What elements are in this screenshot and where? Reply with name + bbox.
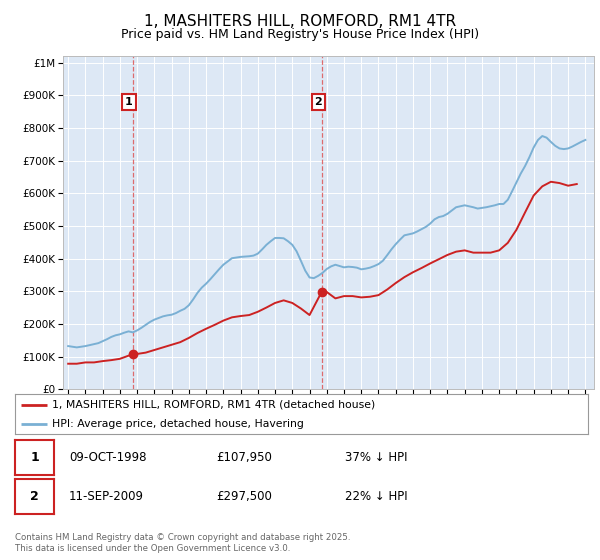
Text: 37% ↓ HPI: 37% ↓ HPI xyxy=(345,451,407,464)
Text: 1: 1 xyxy=(125,97,133,107)
Text: 11-SEP-2009: 11-SEP-2009 xyxy=(69,490,144,503)
Text: Price paid vs. HM Land Registry's House Price Index (HPI): Price paid vs. HM Land Registry's House … xyxy=(121,28,479,41)
Text: £107,950: £107,950 xyxy=(216,451,272,464)
Text: 1, MASHITERS HILL, ROMFORD, RM1 4TR: 1, MASHITERS HILL, ROMFORD, RM1 4TR xyxy=(144,14,456,29)
Text: HPI: Average price, detached house, Havering: HPI: Average price, detached house, Have… xyxy=(52,418,304,428)
Text: 2: 2 xyxy=(314,97,322,107)
Text: 2: 2 xyxy=(30,490,39,503)
Text: 1, MASHITERS HILL, ROMFORD, RM1 4TR (detached house): 1, MASHITERS HILL, ROMFORD, RM1 4TR (det… xyxy=(52,400,376,410)
Text: £297,500: £297,500 xyxy=(216,490,272,503)
Text: 22% ↓ HPI: 22% ↓ HPI xyxy=(345,490,407,503)
Text: Contains HM Land Registry data © Crown copyright and database right 2025.
This d: Contains HM Land Registry data © Crown c… xyxy=(15,533,350,553)
Text: 09-OCT-1998: 09-OCT-1998 xyxy=(69,451,146,464)
Text: 1: 1 xyxy=(30,451,39,464)
